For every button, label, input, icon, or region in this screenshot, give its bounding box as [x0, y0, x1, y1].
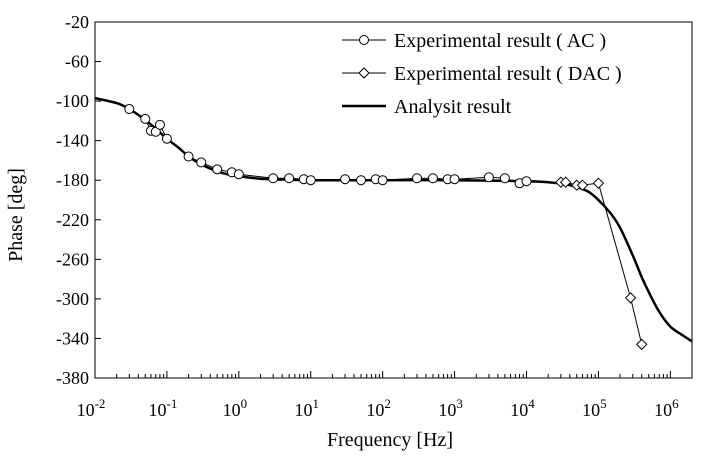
- y-axis-label: Phase [deg]: [5, 168, 27, 262]
- y-tick-label: -100: [56, 91, 89, 111]
- series-1-point: [483, 172, 494, 183]
- series-1-point: [124, 104, 135, 115]
- series-1-point: [161, 133, 172, 144]
- series-line-3: [94, 96, 693, 343]
- series-1-point: [356, 175, 367, 186]
- plot-layer: [94, 96, 693, 345]
- x-tick-label: 102: [366, 396, 391, 420]
- series-line-2: [560, 181, 643, 345]
- series-1-point: [233, 169, 244, 180]
- x-axis-label: Frequency [Hz]: [327, 429, 453, 451]
- series-2-point: [624, 292, 637, 304]
- series-1-point: [377, 175, 388, 186]
- y-tick-label: -20: [65, 12, 89, 32]
- y-tick-label: -140: [56, 131, 89, 151]
- y-tick-label: -220: [56, 210, 89, 230]
- x-tick-label: 105: [582, 396, 607, 420]
- legend-marker-2: [358, 67, 370, 79]
- legend-label-1: Experimental result ( AC ): [394, 30, 606, 52]
- series-1-point: [449, 174, 460, 185]
- series-1-point: [499, 173, 510, 184]
- series-2-point: [576, 179, 589, 191]
- series-1-point: [154, 119, 165, 130]
- series-2-point: [559, 176, 572, 188]
- series-line-1: [129, 108, 527, 184]
- series-1-point: [427, 173, 438, 184]
- y-tick-label: -260: [56, 249, 89, 269]
- y-tick-label: -380: [56, 368, 89, 388]
- series-1-point: [411, 173, 422, 184]
- x-tick-label: 101: [295, 396, 320, 420]
- x-tick-label: 104: [510, 396, 535, 420]
- x-tick-label: 10-1: [148, 396, 177, 420]
- series-2-point: [592, 177, 605, 189]
- x-tick-label: 10-2: [77, 396, 106, 420]
- series-1-point: [268, 173, 279, 184]
- series-1-point: [305, 175, 316, 186]
- plot-frame: [94, 21, 693, 379]
- y-tick-label: -180: [56, 170, 89, 190]
- series-1-point: [340, 174, 351, 185]
- legend-label-2: Experimental result ( DAC ): [394, 63, 622, 85]
- marker-layer: [124, 104, 648, 351]
- y-tick-label: -340: [56, 328, 89, 348]
- legend-marker-1: [359, 35, 369, 45]
- legend-label-3: Analysit result: [394, 96, 512, 118]
- series-1-point: [284, 173, 295, 184]
- x-tick-label: 100: [223, 396, 248, 420]
- series-1-point: [521, 176, 532, 187]
- x-tick-label: 103: [438, 396, 463, 420]
- series-1-point: [140, 113, 151, 124]
- series-1-point: [183, 151, 194, 162]
- series-2-point: [636, 338, 648, 351]
- legend: Experimental result ( AC ) Experimental r…: [342, 30, 622, 118]
- series-1-point: [212, 164, 223, 175]
- y-tick-label: -300: [56, 289, 89, 309]
- x-tick-label: 106: [654, 396, 679, 420]
- y-tick-label: -60: [65, 52, 89, 72]
- series-1-point: [196, 157, 207, 168]
- axes-layer: -20 -60 -100 -140 -180 -220 -260 -300 -340 -380 10…: [56, 12, 693, 420]
